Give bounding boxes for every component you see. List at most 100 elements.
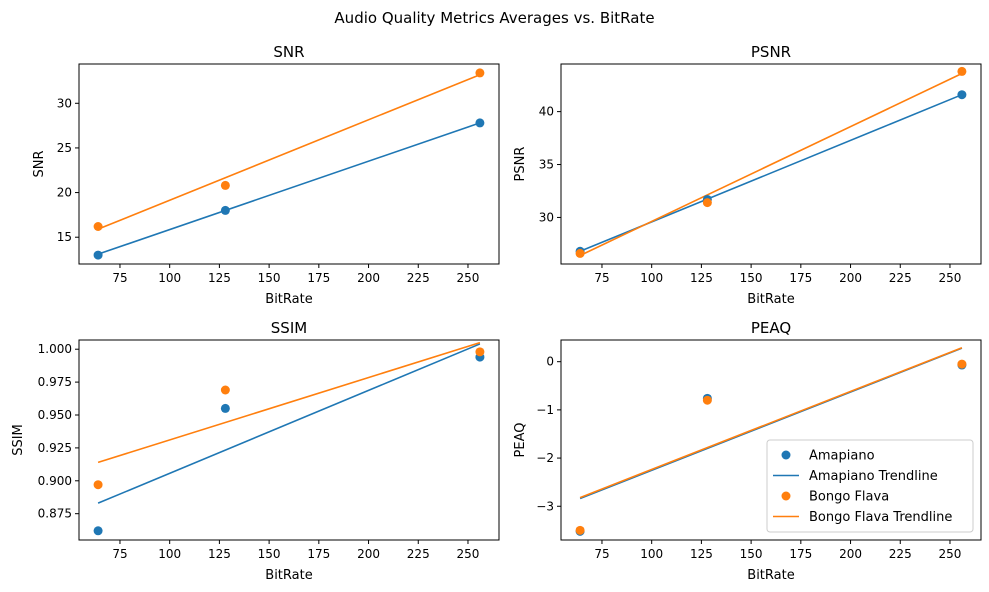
x-tick-label: 250: [939, 271, 962, 285]
x-tick-label: 250: [939, 547, 962, 561]
x-axis-label: BitRate: [265, 292, 312, 307]
legend-label: Amapiano Trendline: [809, 469, 938, 484]
x-tick-label: 200: [357, 547, 380, 561]
figure-title: Audio Quality Metrics Averages vs. BitRa…: [334, 9, 654, 27]
x-axis-label: BitRate: [747, 292, 794, 307]
x-tick-label: 250: [457, 271, 480, 285]
data-point-bongo-flava: [957, 66, 967, 76]
data-point-bongo-flava: [475, 68, 485, 78]
x-tick-label: 225: [889, 547, 912, 561]
x-tick-label: 225: [407, 271, 430, 285]
y-axis-label: PEAQ: [513, 423, 528, 458]
y-tick-label: 1.000: [38, 342, 72, 356]
data-point-amapiano: [93, 250, 103, 260]
y-tick-label: −2: [536, 451, 554, 465]
trendline-bongo-flava: [579, 72, 963, 257]
subplot-snr: SNR 75 100 125 150 175 200 225 250 15 20 25 30 BitRat…: [32, 43, 500, 307]
trendline-bongo-flava: [97, 341, 481, 464]
axes-frame: [78, 339, 500, 541]
legend: Amapiano Amapiano Trendline Bongo Flava Bon…: [766, 439, 974, 533]
x-tick-label: 175: [307, 547, 330, 561]
y-tick-label: 0: [546, 355, 554, 369]
data-point-amapiano: [93, 526, 103, 536]
y-axis-label: PSNR: [513, 147, 528, 182]
y-tick-label: 15: [57, 230, 72, 244]
subplots: SNR 75 100 125 150 175 200 225 250 15 20 25 30 BitRat…: [11, 43, 982, 583]
y-tick-label: 0.900: [38, 474, 72, 488]
y-tick-label: 20: [57, 186, 72, 200]
x-tick-label: 100: [158, 547, 181, 561]
y-tick-label: 0.925: [38, 441, 72, 455]
plot-area: [575, 66, 967, 258]
x-tick-label: 125: [690, 547, 713, 561]
x-tick-label: 125: [208, 271, 231, 285]
trendline-amapiano: [97, 122, 481, 255]
subplot-title: PEAQ: [751, 319, 791, 337]
x-tick-label: 125: [208, 547, 231, 561]
x-tick-label: 75: [112, 271, 127, 285]
y-axis-label: SSIM: [11, 424, 26, 456]
x-tick-label: 100: [640, 547, 663, 561]
x-tick-label: 200: [839, 271, 862, 285]
x-axis-label: BitRate: [747, 568, 794, 583]
x-tick-label: 75: [594, 271, 609, 285]
subplot-title: SSIM: [271, 319, 307, 337]
axes-frame: [78, 63, 500, 265]
subplot-peaq: PEAQ 75 100 125 150 175 200 225 250 −3 −2 −1 0 BitRat…: [513, 319, 982, 583]
legend-label: Bongo Flava Trendline: [809, 510, 952, 525]
data-point-bongo-flava: [702, 395, 712, 405]
data-point-bongo-flava: [575, 525, 585, 535]
y-tick-label: 30: [57, 96, 72, 110]
y-tick-label: −1: [536, 403, 554, 417]
plot-area: [575, 346, 967, 536]
x-tick-label: 225: [889, 271, 912, 285]
data-point-bongo-flava: [475, 347, 485, 357]
x-tick-label: 175: [789, 547, 812, 561]
x-tick-label: 175: [789, 271, 812, 285]
data-point-bongo-flava: [93, 222, 103, 231]
y-tick-label: −3: [536, 499, 554, 513]
data-point-amapiano: [220, 403, 230, 413]
trendline-bongo-flava: [97, 73, 481, 230]
plot-area: [93, 68, 485, 260]
data-point-bongo-flava: [220, 180, 230, 190]
x-axis-label: BitRate: [265, 568, 312, 583]
legend-label: Amapiano: [809, 449, 875, 464]
y-tick-label: 0.950: [38, 408, 72, 422]
x-tick-label: 75: [594, 547, 609, 561]
trendline-amapiano: [97, 343, 481, 504]
legend-label: Bongo Flava: [809, 490, 889, 505]
x-tick-label: 175: [307, 271, 330, 285]
x-tick-label: 150: [258, 271, 281, 285]
legend-marker: [781, 450, 791, 460]
x-tick-label: 150: [740, 547, 763, 561]
legend-box: [766, 439, 974, 533]
y-tick-label: 0.875: [38, 507, 72, 521]
data-point-amapiano: [220, 205, 230, 215]
y-tick-label: 40: [539, 105, 554, 119]
data-point-bongo-flava: [702, 198, 712, 208]
plot-area: [93, 341, 485, 536]
x-tick-label: 100: [640, 271, 663, 285]
x-tick-label: 125: [690, 271, 713, 285]
x-tick-label: 75: [112, 547, 127, 561]
x-tick-label: 250: [457, 547, 480, 561]
y-tick-label: 35: [539, 158, 554, 172]
y-tick-label: 0.975: [38, 375, 72, 389]
axes-frame: [560, 339, 982, 541]
x-tick-label: 200: [839, 547, 862, 561]
subplot-title: SNR: [273, 43, 304, 61]
axes-frame: [560, 63, 982, 265]
data-point-amapiano: [957, 90, 967, 100]
legend-marker: [781, 491, 791, 501]
trendline-bongo-flava: [579, 346, 963, 499]
data-point-bongo-flava: [575, 248, 585, 258]
data-point-amapiano: [475, 118, 485, 128]
subplot-psnr: PSNR 75 100 125 150 175 200 225 250 30 35 40 BitRate…: [513, 43, 982, 307]
data-point-bongo-flava: [93, 480, 103, 490]
subplot-title: PSNR: [751, 43, 791, 61]
x-tick-label: 150: [740, 271, 763, 285]
x-tick-label: 225: [407, 547, 430, 561]
y-tick-label: 25: [57, 141, 72, 155]
